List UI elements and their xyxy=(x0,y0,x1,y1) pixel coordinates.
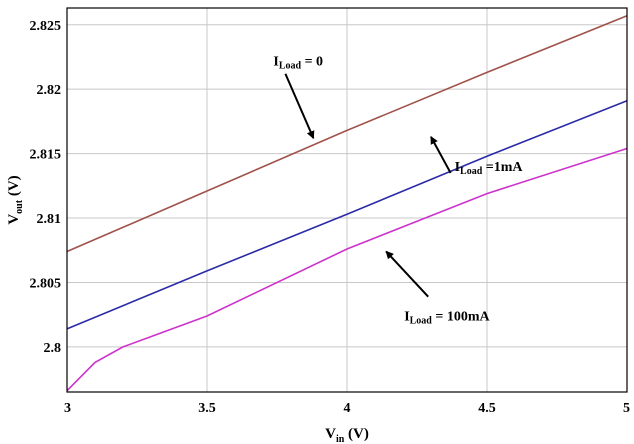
annotation-rest: =1mA xyxy=(482,160,523,175)
annotation-main: I xyxy=(273,55,278,70)
y-tick-label: 2.825 xyxy=(30,19,62,34)
x-tick-label: 3 xyxy=(64,401,71,416)
plot-frame xyxy=(66,7,628,393)
annotation-label-1: ILoad =1mA xyxy=(455,160,524,177)
x-axis-label-main: V xyxy=(325,426,336,442)
y-axis-label-sub: out xyxy=(14,199,25,214)
y-tick-label: 2.805 xyxy=(30,276,62,291)
x-axis-label-unit: (V) xyxy=(344,426,369,442)
y-axis-label: Vout (V) xyxy=(6,175,25,224)
series-line-1 xyxy=(66,100,628,330)
x-axis-label-sub: in xyxy=(336,434,345,444)
grid-lines xyxy=(66,8,628,392)
annotation-label-0: ILoad = 0 xyxy=(273,55,323,72)
annotation-sub: Load xyxy=(410,316,433,327)
series-line-0 xyxy=(66,14,628,253)
y-tick-label: 2.8 xyxy=(44,341,62,356)
y-tick-label: 2.81 xyxy=(37,212,62,227)
y-axis-label-main: V xyxy=(6,214,22,225)
x-axis-label: Vin (V) xyxy=(325,426,369,444)
x-tick-label: 4.5 xyxy=(478,401,496,416)
annotation-sub: Load xyxy=(279,61,302,72)
series-line-2 xyxy=(66,147,628,392)
x-tick-label: 5 xyxy=(623,401,630,416)
y-tick-label: 2.815 xyxy=(30,148,62,163)
annotation-arrow-2 xyxy=(385,250,429,298)
annotation-main: I xyxy=(404,310,409,325)
y-tick-label: 2.82 xyxy=(37,83,62,98)
annotation-arrow-1 xyxy=(430,135,452,174)
y-axis-label-unit: (V) xyxy=(6,175,22,200)
annotation-arrow-0 xyxy=(284,73,315,140)
tick-labels: 3 3.5 4 4.5 5 2.8 2.805 2.81 2.815 2.82 2.825 xyxy=(30,19,631,416)
annotation-main: I xyxy=(455,160,460,175)
series-layer xyxy=(66,14,628,392)
x-tick-label: 3.5 xyxy=(198,401,216,416)
annotation-rest: = 0 xyxy=(301,55,323,70)
annotation-sub: Load xyxy=(460,166,483,177)
annotation-label-2: ILoad = 100mA xyxy=(404,310,490,327)
annotation-rest: = 100mA xyxy=(432,310,491,325)
x-tick-label: 4 xyxy=(344,401,351,416)
